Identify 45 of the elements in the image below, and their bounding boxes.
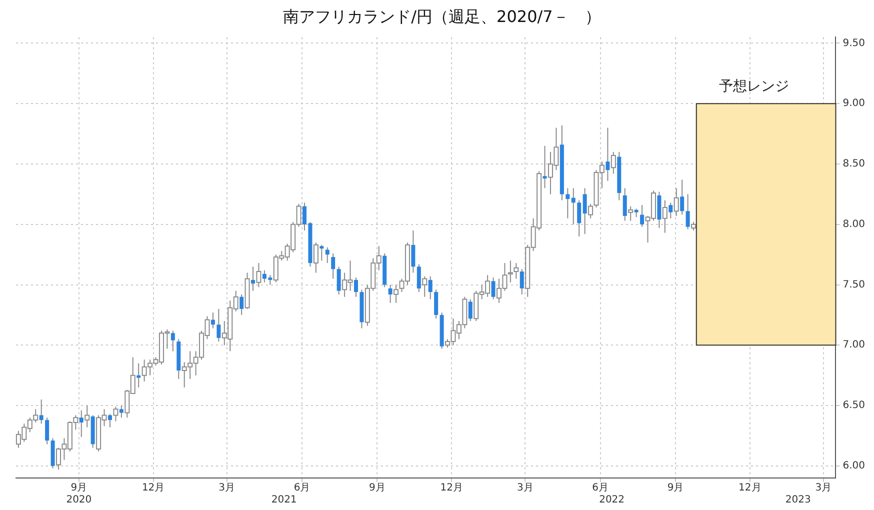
y-tick-label: 7.50 <box>842 279 865 290</box>
y-tick-label: 8.00 <box>842 218 865 230</box>
x2-tick-label: 2021 <box>271 494 297 506</box>
candlestick <box>610 151 616 174</box>
candlestick <box>588 203 594 219</box>
candlestick <box>577 200 582 237</box>
candlestick <box>45 417 50 445</box>
candlestick <box>566 188 570 219</box>
x-tick-label: 9月 <box>70 482 88 494</box>
x-tick-label: 3月 <box>218 482 236 494</box>
candlestick <box>113 406 118 422</box>
candlestick <box>628 206 634 222</box>
x-tick-label: 9月 <box>369 482 386 494</box>
y-tick-label: 7.00 <box>842 340 865 351</box>
x-tick-label: 12月 <box>142 482 165 494</box>
candlestick <box>394 284 399 304</box>
y-tick-label: 6.00 <box>842 460 865 472</box>
x-tick-label: 12月 <box>440 482 463 494</box>
candlestick <box>662 200 668 234</box>
x-tick-label: 9月 <box>667 482 684 494</box>
x-tick-label: 6月 <box>294 482 310 494</box>
candlestick <box>674 188 679 216</box>
candlestick <box>256 262 262 288</box>
candlestick <box>514 262 519 280</box>
y-tick-label: 6.50 <box>842 400 865 412</box>
x-tick-label: 3月 <box>516 482 534 494</box>
x2-tick-label: 2022 <box>599 494 625 506</box>
candlestick <box>331 252 336 280</box>
y-tick-label: 8.50 <box>842 158 865 170</box>
candlestick <box>325 246 330 264</box>
x2-tick-label: 2020 <box>66 494 92 506</box>
x2-tick-label: 2023 <box>785 494 811 506</box>
candlestick <box>434 289 438 320</box>
candlestick <box>571 188 576 225</box>
candlestick <box>313 242 318 274</box>
x-tick-label: 12月 <box>738 482 762 494</box>
candlestick <box>422 276 428 298</box>
band-label: 予想レンジ <box>719 78 790 94</box>
candlestick <box>508 260 513 283</box>
y-tick-label: 9.50 <box>842 38 865 49</box>
chart-title: 南アフリカランド/円（週足、2020/7－ ） <box>283 6 601 26</box>
x-tick-label: 6月 <box>592 482 609 494</box>
y-tick-label: 9.00 <box>842 98 865 110</box>
candlestick <box>84 405 90 428</box>
x-tick-label: 3月 <box>815 482 832 494</box>
